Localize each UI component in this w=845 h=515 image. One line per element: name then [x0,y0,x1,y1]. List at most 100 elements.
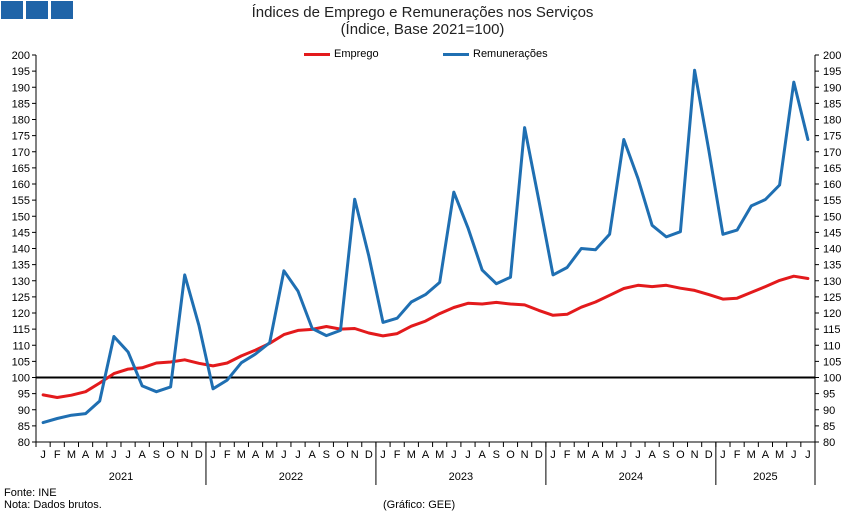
x-tick-label: M [265,449,274,461]
x-year-label: 2023 [449,471,473,483]
legend-label: Remunerações [473,48,548,60]
logo-block [26,1,48,19]
chart-title: Índices de Emprego e Remunerações nos Se… [251,4,594,21]
x-tick-label: N [521,449,529,461]
x-tick-label: M [237,449,246,461]
x-tick-label: A [82,449,90,461]
y-tick-label-right: 135 [823,260,841,272]
y-tick-label-right: 85 [823,421,835,433]
x-tick-label: M [775,449,784,461]
y-tick-label-right: 185 [823,98,841,110]
y-tick-label-left: 200 [12,50,30,62]
y-tick-label-left: 95 [18,389,30,401]
legend-swatch [443,52,469,56]
x-tick-label: F [224,449,231,461]
x-tick-label: J [40,449,46,461]
logo-block [1,1,23,19]
x-tick-label: A [762,449,770,461]
x-tick-label: O [506,449,515,461]
logo-block [51,1,73,19]
legend-label: Emprego [334,48,379,60]
y-tick-label-right: 180 [823,115,841,127]
x-tick-label: A [478,449,486,461]
x-tick-label: J [791,449,797,461]
y-tick-label-right: 140 [823,244,841,256]
y-tick-label-left: 125 [12,292,30,304]
x-tick-label: A [422,449,430,461]
y-tick-label-left: 150 [12,211,30,223]
y-tick-label-right: 100 [823,373,841,385]
x-year-label: 2024 [619,471,643,483]
x-tick-label: M [407,449,416,461]
y-tick-label-right: 95 [823,389,835,401]
y-tick-label-right: 105 [823,356,841,368]
chart-legend: Emprego Remunerações [0,48,845,64]
y-tick-label-right: 195 [823,66,841,78]
y-tick-label-left: 90 [18,405,30,417]
y-tick-label-right: 80 [823,437,835,449]
chart-credit: (Gráfico: GEE) [383,499,456,511]
x-tick-label: D [195,449,203,461]
brand-logo [1,1,73,19]
x-tick-label: F [564,449,571,461]
y-tick-label-right: 120 [823,308,841,320]
y-tick-label-left: 165 [12,163,30,175]
y-tick-label-left: 115 [12,324,30,336]
x-tick-label: J [125,449,131,461]
y-tick-label-right: 155 [823,195,841,207]
series-line-remuneracoes [41,68,810,425]
x-tick-label: M [605,449,614,461]
y-tick-label-left: 100 [12,373,30,385]
x-tick-label: J [621,449,627,461]
x-tick-label: F [734,449,741,461]
x-tick-label: A [139,449,147,461]
y-tick-label-left: 130 [12,276,30,288]
y-tick-label-right: 160 [823,179,841,191]
y-tick-label-left: 190 [12,82,30,94]
y-tick-label-right: 115 [823,324,841,336]
x-tick-label: J [210,449,216,461]
y-tick-label-right: 150 [823,211,841,223]
y-tick-label-left: 110 [12,340,30,352]
y-tick-label-right: 200 [823,50,841,62]
y-tick-label-left: 180 [12,115,30,127]
x-tick-label: M [747,449,756,461]
chart-title-block: Índices de Emprego e Remunerações nos Se… [0,4,845,38]
x-tick-label: J [465,449,471,461]
x-tick-label: D [705,449,713,461]
y-tick-label-left: 120 [12,308,30,320]
x-tick-label: O [336,449,345,461]
y-tick-label-right: 170 [823,147,841,159]
x-tick-label: F [54,449,61,461]
y-tick-label-right: 190 [823,82,841,94]
x-tick-label: J [720,449,726,461]
y-tick-label-left: 105 [12,356,30,368]
x-year-label: 2025 [753,471,777,483]
x-tick-label: J [281,449,287,461]
y-tick-label-right: 110 [823,340,841,352]
x-tick-label: J [380,449,386,461]
x-tick-label: N [351,449,359,461]
y-tick-label-left: 185 [12,98,30,110]
y-tick-label-right: 130 [823,276,841,288]
y-tick-label-right: 145 [823,227,841,239]
x-tick-label: D [535,449,543,461]
x-tick-label: F [394,449,401,461]
x-tick-label: N [691,449,699,461]
y-tick-label-right: 125 [823,292,841,304]
x-tick-label: A [648,449,656,461]
x-tick-label: A [252,449,260,461]
x-year-label: 2021 [109,471,133,483]
x-tick-label: S [663,449,670,461]
y-tick-label-left: 140 [12,244,30,256]
legend-item-remuneracoes: Remunerações [443,48,548,60]
y-tick-label-right: 175 [823,131,841,143]
x-tick-label: N [181,449,189,461]
x-tick-label: M [67,449,76,461]
x-tick-label: O [676,449,685,461]
y-tick-label-left: 135 [12,260,30,272]
x-year-label: 2022 [279,471,303,483]
y-tick-label-left: 85 [18,421,30,433]
x-tick-label: J [295,449,301,461]
